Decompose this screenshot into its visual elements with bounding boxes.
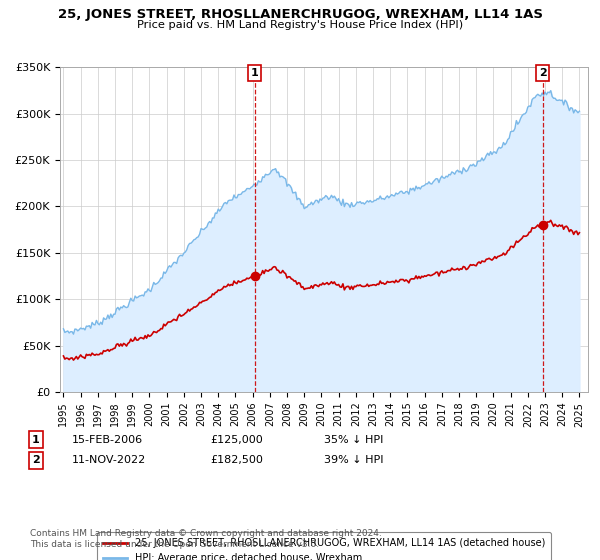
Text: 2: 2 xyxy=(539,68,547,78)
Text: £182,500: £182,500 xyxy=(210,455,263,465)
Text: 1: 1 xyxy=(251,68,259,78)
Text: 25, JONES STREET, RHOSLLANERCHRUGOG, WREXHAM, LL14 1AS: 25, JONES STREET, RHOSLLANERCHRUGOG, WRE… xyxy=(58,8,542,21)
Text: 1: 1 xyxy=(32,435,40,445)
Text: 15-FEB-2006: 15-FEB-2006 xyxy=(72,435,143,445)
Text: Price paid vs. HM Land Registry's House Price Index (HPI): Price paid vs. HM Land Registry's House … xyxy=(137,20,463,30)
Text: 39% ↓ HPI: 39% ↓ HPI xyxy=(324,455,383,465)
Text: Contains HM Land Registry data © Crown copyright and database right 2024.
This d: Contains HM Land Registry data © Crown c… xyxy=(30,529,382,549)
Text: 35% ↓ HPI: 35% ↓ HPI xyxy=(324,435,383,445)
Legend: 25, JONES STREET, RHOSLLANERCHRUGOG, WREXHAM, LL14 1AS (detached house), HPI: Av: 25, JONES STREET, RHOSLLANERCHRUGOG, WRE… xyxy=(97,533,551,560)
Text: £125,000: £125,000 xyxy=(210,435,263,445)
Text: 11-NOV-2022: 11-NOV-2022 xyxy=(72,455,146,465)
Text: 2: 2 xyxy=(32,455,40,465)
